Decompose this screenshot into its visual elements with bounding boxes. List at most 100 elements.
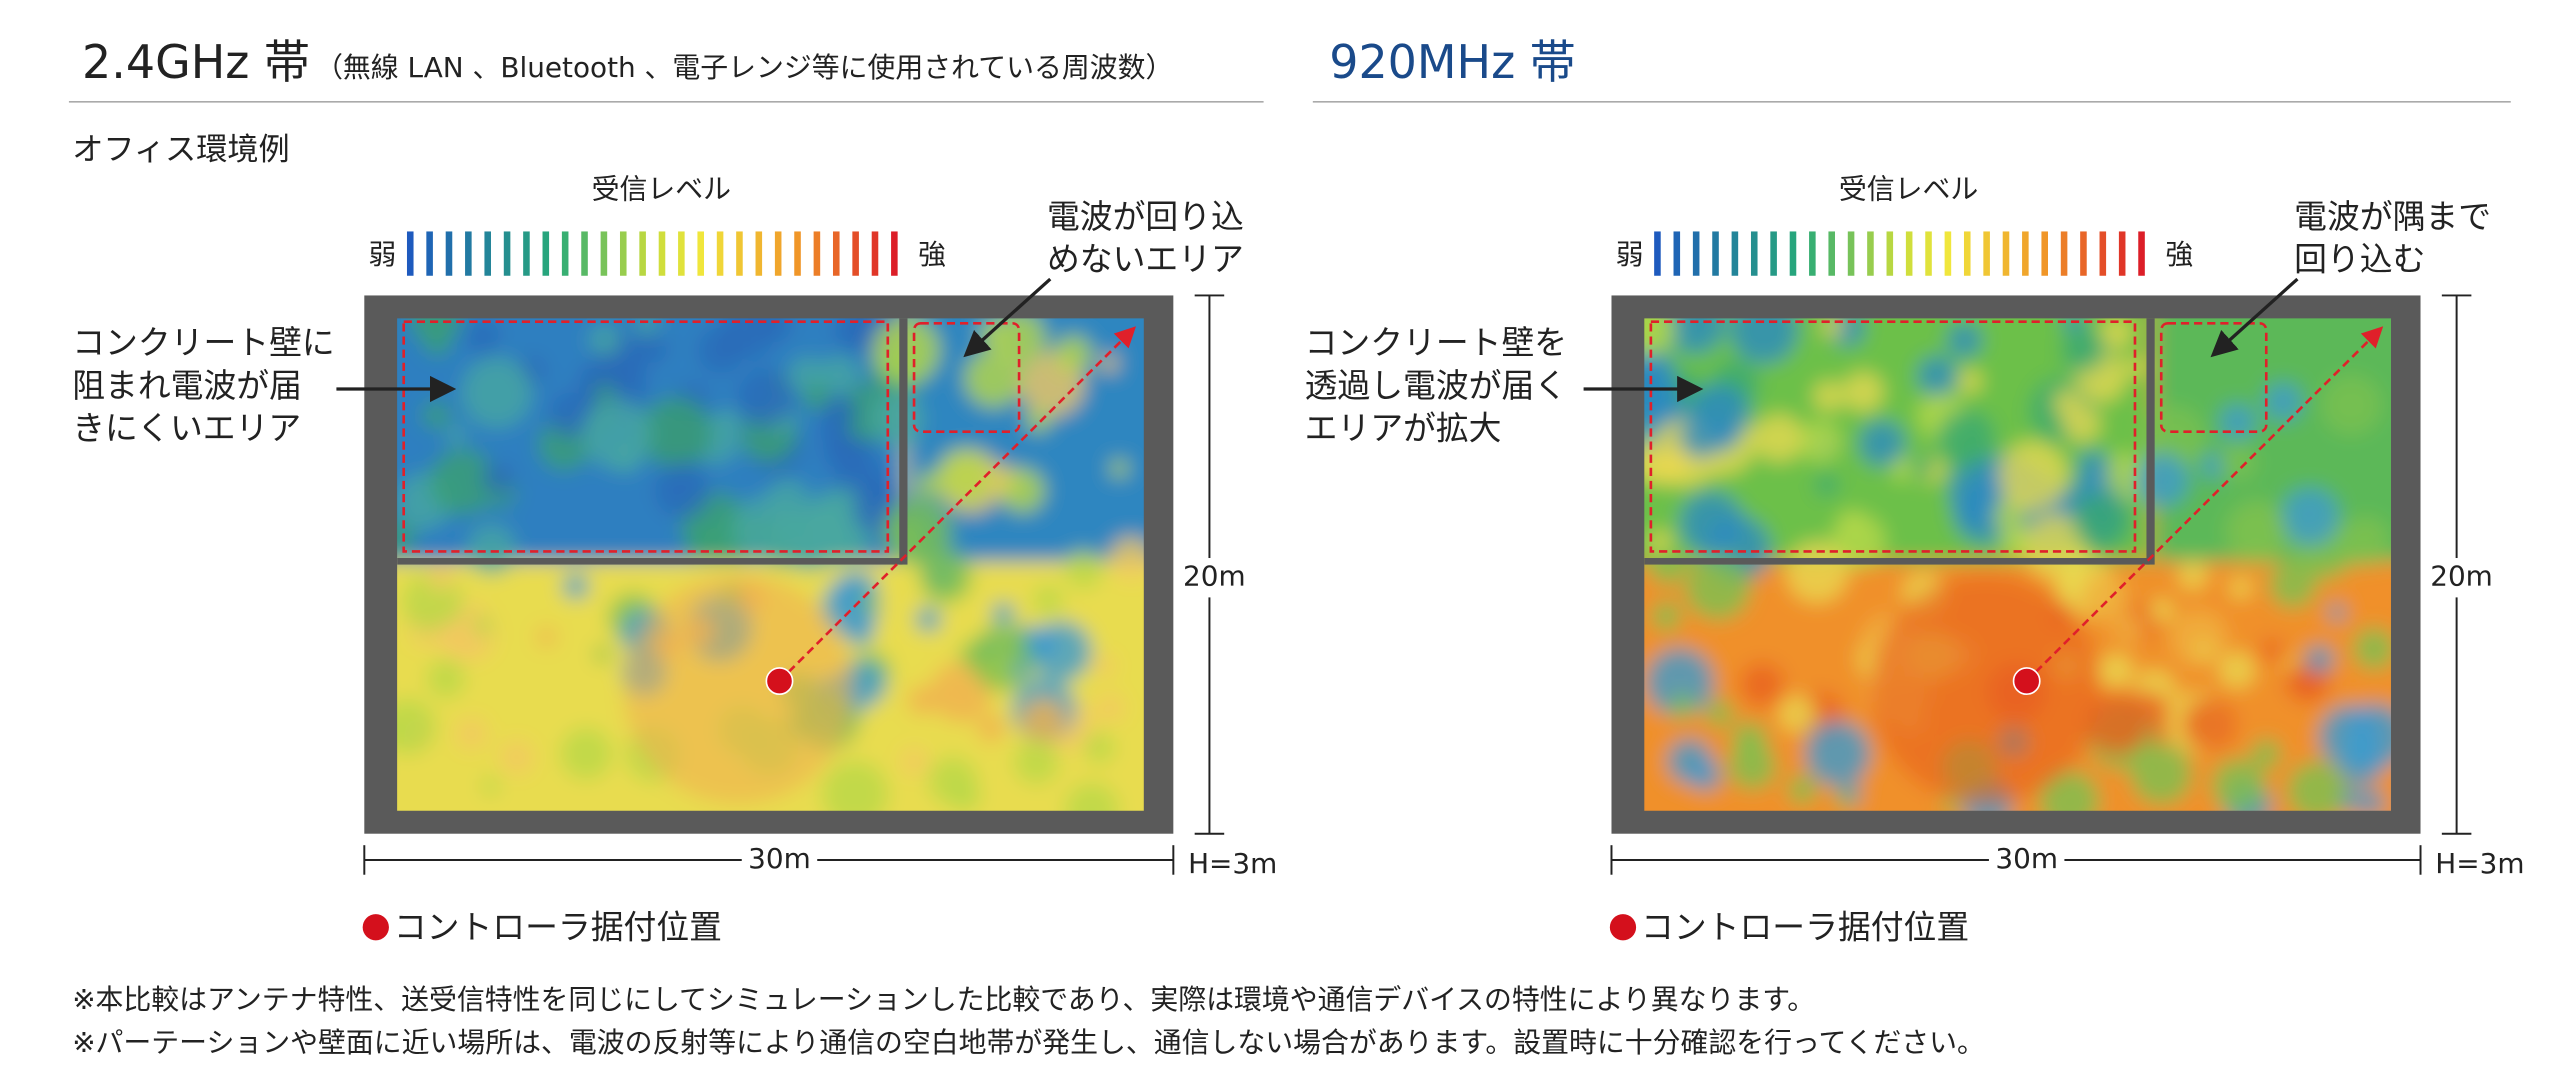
blob	[2251, 739, 2282, 769]
level-stripe	[503, 231, 511, 276]
blob	[1755, 414, 1804, 463]
blob	[397, 697, 437, 755]
callout-left: コンクリート壁に	[72, 324, 335, 362]
blob	[1100, 354, 1119, 373]
level-stripe	[1654, 231, 1661, 276]
level-stripe	[1712, 231, 1719, 276]
level-stripe	[736, 231, 743, 276]
blob	[536, 627, 557, 647]
blob	[936, 448, 993, 505]
level-stripe	[1867, 231, 1874, 276]
blob	[2287, 761, 2347, 811]
controller	[765, 667, 794, 696]
partition	[899, 318, 908, 565]
blob	[820, 354, 860, 395]
blob	[2182, 697, 2236, 752]
blob	[2358, 789, 2385, 811]
level-stripe	[619, 231, 627, 276]
blob	[2321, 374, 2382, 436]
blob	[868, 391, 924, 447]
blob	[465, 319, 500, 355]
blob	[654, 462, 710, 518]
blob	[716, 408, 741, 433]
blob	[640, 396, 713, 469]
blob	[2061, 328, 2105, 372]
blob	[1740, 662, 1785, 707]
legend-strong: 強	[918, 238, 946, 271]
blob	[915, 606, 942, 633]
dim-bg	[741, 840, 818, 880]
blob	[2060, 577, 2082, 599]
blob	[1684, 554, 1751, 621]
blob	[1814, 472, 1839, 497]
blob	[429, 448, 497, 516]
partition	[2146, 318, 2155, 565]
blob	[2281, 487, 2340, 546]
blob	[2073, 492, 2132, 551]
blob	[1647, 530, 1673, 555]
blob	[422, 401, 451, 430]
blob	[1020, 697, 1067, 744]
blob	[1858, 420, 1906, 467]
level-stripe	[523, 231, 530, 276]
blob	[455, 717, 488, 750]
legend-dot	[1609, 914, 1637, 941]
level-stripe	[1692, 231, 1700, 276]
level-stripe	[1828, 231, 1835, 276]
blob	[472, 615, 494, 637]
blob	[1649, 548, 1686, 586]
blob	[2178, 560, 2208, 591]
left-subtitle: （無線 LAN 、Bluetooth 、電子レンジ等に使用されている周波数）	[315, 51, 1173, 84]
blob	[1728, 742, 1777, 790]
blob	[1084, 732, 1116, 764]
blob	[1778, 695, 1817, 734]
blob	[397, 520, 415, 555]
level-stripe	[1731, 231, 1739, 276]
blob	[588, 324, 621, 357]
blob	[2126, 356, 2147, 377]
blob	[1843, 371, 1884, 412]
blob	[900, 747, 929, 776]
dim-bg	[1181, 558, 1248, 598]
legend-controller: コントローラ据付位置	[394, 908, 722, 946]
level-stripe	[581, 231, 588, 276]
blob	[1805, 720, 1871, 787]
blob	[907, 685, 938, 716]
blob	[964, 349, 1023, 408]
blob	[2053, 389, 2080, 416]
blob	[2169, 609, 2228, 668]
legend-controller: コントローラ据付位置	[1641, 908, 1969, 946]
callout-left: 阻まれ電波が届	[72, 367, 302, 405]
blob	[594, 383, 615, 404]
level-stripe	[813, 231, 821, 276]
blob	[426, 659, 466, 699]
area-highlight	[912, 322, 1021, 433]
blob	[2085, 692, 2149, 756]
callout-arrow	[2210, 277, 2299, 358]
blob	[1651, 601, 1682, 631]
blob	[1916, 355, 1958, 397]
level-stripe	[1944, 231, 1952, 276]
level-stripe	[426, 231, 433, 276]
blob	[686, 528, 716, 559]
callout-left: エリアが拡大	[1305, 410, 1502, 448]
blob	[2135, 453, 2189, 507]
callout-top: めないエリア	[1047, 240, 1244, 278]
blob	[1025, 407, 1051, 433]
right-title: 920MHz 帯	[1329, 35, 1576, 89]
area-highlight	[2159, 322, 2268, 433]
blob	[1013, 739, 1059, 785]
legend-title: 受信レベル	[592, 172, 731, 205]
blob	[560, 727, 613, 780]
blob	[2100, 318, 2133, 349]
blob	[1910, 454, 1934, 478]
partition	[1644, 558, 2150, 565]
level-stripe	[832, 231, 840, 276]
level-stripe	[561, 231, 569, 276]
blob	[788, 536, 817, 565]
blob	[1110, 459, 1129, 478]
blob	[928, 756, 978, 806]
blob	[2229, 503, 2287, 561]
blob	[2081, 574, 2130, 623]
left-title: 2.4GHz 帯	[82, 35, 310, 89]
